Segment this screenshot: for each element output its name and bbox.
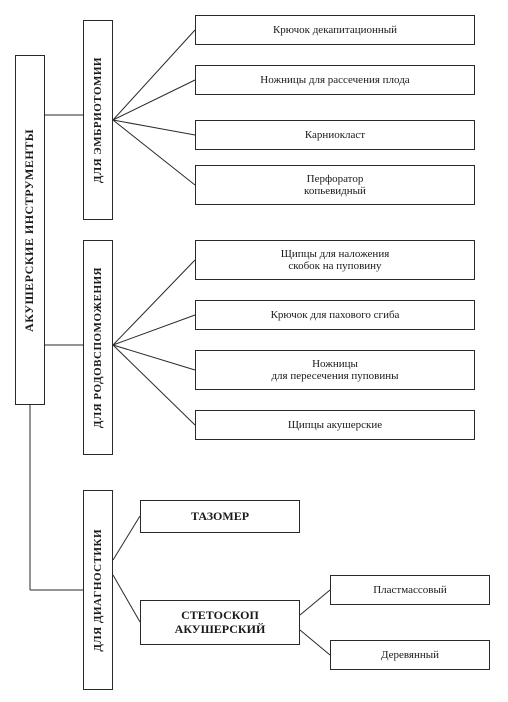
cranioclast-label: Карниокласт: [305, 129, 365, 141]
clip-forceps-label: Щипцы для наложения скобок на пуповину: [281, 248, 390, 272]
obst-forceps: Щипцы акушерские: [195, 410, 475, 440]
cat-diagnostics-label: ДЛЯ ДИАГНОСТИКИ: [92, 529, 104, 652]
scissors-fetus: Ножницы для рассечения плода: [195, 65, 475, 95]
plastic-label: Пластмассовый: [373, 584, 447, 596]
pelvimeter: ТАЗОМЕР: [140, 500, 300, 533]
groin-hook: Крючок для пахового сгиба: [195, 300, 475, 330]
perforator: Перфоратор копьевидный: [195, 165, 475, 205]
cat-diagnostics: ДЛЯ ДИАГНОСТИКИ: [83, 490, 113, 690]
wooden-label: Деревянный: [381, 649, 439, 661]
root-node-label: АКУШЕРСКИЕ ИНСТРУМЕНТЫ: [23, 129, 36, 332]
cat-delivery-label: ДЛЯ РОДОВСПОМОЖЕНИЯ: [92, 267, 104, 428]
hook-decap: Крючок декапитационный: [195, 15, 475, 45]
cat-embryotomy-label: ДЛЯ ЭМБРИОТОМИИ: [92, 57, 104, 183]
cat-delivery: ДЛЯ РОДОВСПОМОЖЕНИЯ: [83, 240, 113, 455]
stethoscope-label: СТЕТОСКОП АКУШЕРСКИЙ: [175, 609, 266, 635]
pelvimeter-label: ТАЗОМЕР: [191, 510, 249, 523]
cat-embryotomy: ДЛЯ ЭМБРИОТОМИИ: [83, 20, 113, 220]
scissors-fetus-label: Ножницы для рассечения плода: [260, 74, 409, 86]
obst-forceps-label: Щипцы акушерские: [288, 419, 382, 431]
wooden: Деревянный: [330, 640, 490, 670]
stethoscope: СТЕТОСКОП АКУШЕРСКИЙ: [140, 600, 300, 645]
perforator-label: Перфоратор копьевидный: [304, 173, 366, 197]
cranioclast: Карниокласт: [195, 120, 475, 150]
root-node: АКУШЕРСКИЕ ИНСТРУМЕНТЫ: [15, 55, 45, 405]
cord-scissors-label: Ножницы для пересечения пуповины: [271, 358, 398, 382]
groin-hook-label: Крючок для пахового сгиба: [271, 309, 400, 321]
clip-forceps: Щипцы для наложения скобок на пуповину: [195, 240, 475, 280]
plastic: Пластмассовый: [330, 575, 490, 605]
hook-decap-label: Крючок декапитационный: [273, 24, 397, 36]
cord-scissors: Ножницы для пересечения пуповины: [195, 350, 475, 390]
